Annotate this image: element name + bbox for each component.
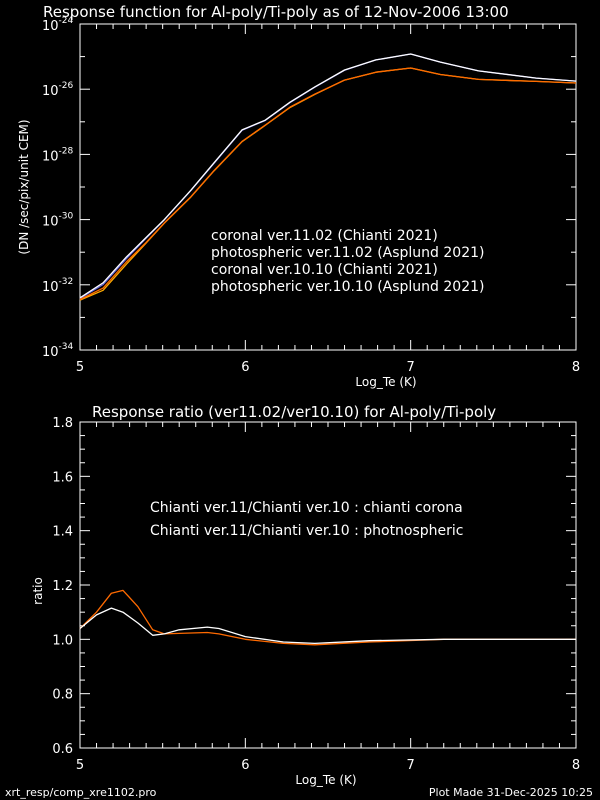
footer-source-file: xrt_resp/comp_xre1102.pro (5, 786, 157, 799)
top-series-lines (79, 53, 577, 301)
bottom-x-tick-label: 8 (572, 758, 580, 773)
legend-entry-photnospheric: Chianti ver.11/Chianti ver.10 : photnosp… (150, 523, 464, 539)
footer-plot-date: Plot Made 31-Dec-2025 10:25 (429, 786, 593, 799)
top-legend: coronal ver.11.02 (Chianti 2021) photosp… (211, 228, 484, 295)
top-x-tick-label: 5 (76, 360, 84, 375)
top-x-axis-label: Log_Te (K) (355, 375, 416, 389)
top-x-tick-label: 8 (572, 360, 580, 375)
bottom-series-line-chianti-ver-11-chianti-ver-10-chianti-corona (79, 607, 576, 645)
legend-entry-coronal-v10: coronal ver.10.10 (Chianti 2021) (211, 262, 438, 278)
top-y-tick-label: 10-24 (42, 16, 74, 34)
response-function-panel: Response function for Al-poly/Ti-poly as… (17, 3, 580, 389)
top-series-line-coronal-ver-11-02-chianti-2021 (79, 53, 577, 299)
top-chart-title: Response function for Al-poly/Ti-poly as… (43, 3, 509, 21)
bottom-x-tick-label: 7 (407, 758, 415, 773)
bottom-y-tick-label: 1.2 (52, 579, 73, 594)
bottom-legend: Chianti ver.11/Chianti ver.10 : chianti … (150, 500, 464, 539)
top-axis-ticks: 5 6 7 8 10-24 10-26 10-28 10-30 10-32 10-34 (42, 16, 580, 375)
bottom-y-tick-label: 0.6 (52, 742, 73, 757)
bottom-y-tick-label: 1.0 (52, 633, 73, 648)
bottom-x-tick-label: 5 (76, 758, 84, 773)
top-y-tick-label: 10-30 (42, 212, 74, 230)
bottom-series-line-chianti-ver-11-chianti-ver-10-photnospheric (79, 589, 576, 646)
bottom-chart-title: Response ratio (ver11.02/ver10.10) for A… (92, 403, 496, 421)
top-y-tick-label: 10-26 (42, 81, 74, 99)
bottom-y-tick-label: 0.8 (52, 688, 73, 703)
top-series-line-photospheric-ver-11-02-asplund-2021 (79, 67, 577, 301)
bottom-x-tick-label: 6 (241, 758, 249, 773)
bottom-y-tick-label: 1.6 (52, 470, 73, 485)
bottom-y-tick-label: 1.4 (52, 525, 73, 540)
top-x-tick-label: 6 (241, 360, 249, 375)
bottom-axis-ticks: 5 6 7 8 0.6 0.8 1.0 1.2 1.4 1.6 1.8 (52, 416, 580, 773)
bottom-series-lines (79, 589, 576, 646)
legend-entry-photospheric-v10: photospheric ver.10.10 (Asplund 2021) (211, 279, 484, 295)
bottom-x-axis-label: Log_Te (K) (295, 773, 356, 787)
legend-entry-coronal-v11: coronal ver.11.02 (Chianti 2021) (211, 228, 438, 244)
response-ratio-panel: Response ratio (ver11.02/ver10.10) for A… (31, 403, 580, 787)
bottom-y-axis-label: ratio (31, 577, 45, 605)
top-y-tick-label: 10-28 (42, 146, 74, 164)
top-y-tick-label: 10-34 (42, 342, 74, 360)
top-y-axis-label: (DN /sec/pix/unit CEM) (17, 119, 31, 254)
bottom-y-tick-label: 1.8 (52, 416, 73, 431)
top-y-tick-label: 10-32 (42, 277, 73, 295)
top-x-tick-label: 7 (407, 360, 415, 375)
legend-entry-chianti-corona: Chianti ver.11/Chianti ver.10 : chianti … (150, 500, 463, 516)
legend-entry-photospheric-v11: photospheric ver.11.02 (Asplund 2021) (211, 245, 484, 261)
